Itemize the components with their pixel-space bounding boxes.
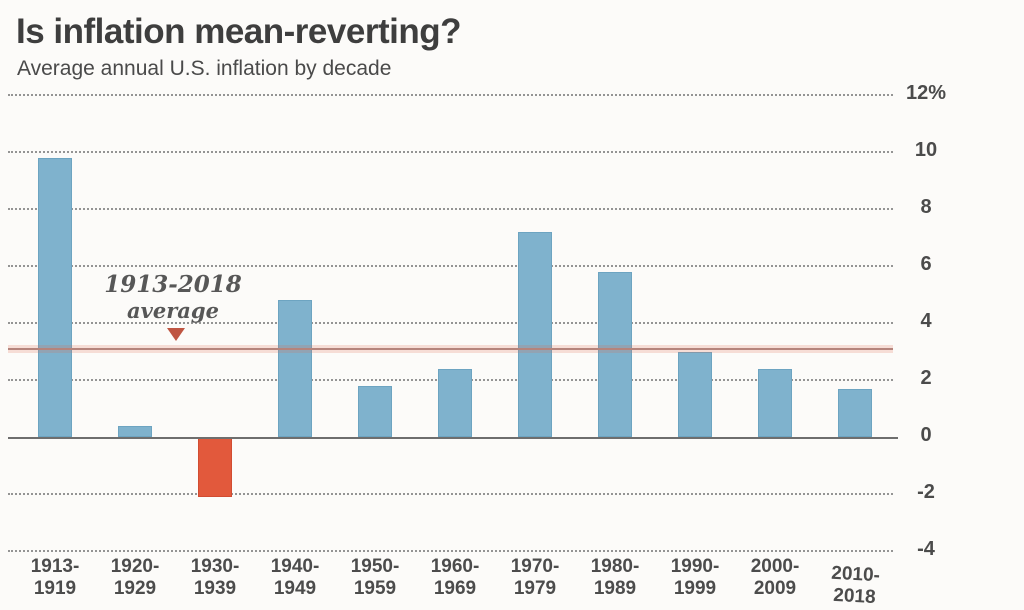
bar — [518, 231, 552, 437]
x-tick-label: 2000- 2009 — [750, 556, 800, 599]
bar — [358, 385, 392, 437]
y-tick-label: 2 — [920, 367, 932, 389]
average-annotation: 1913-2018 average — [98, 272, 248, 324]
y-tick-label: 0 — [920, 424, 932, 446]
bar — [438, 368, 472, 437]
x-tick-label: 1970- 1979 — [510, 556, 560, 599]
bar — [838, 388, 872, 437]
x-tick-label: 1950- 1959 — [350, 556, 400, 599]
y-tick-label: 4 — [920, 310, 932, 332]
gridline — [8, 151, 893, 153]
y-tick-label: -4 — [917, 538, 935, 560]
gridline — [8, 322, 893, 324]
average-annotation-range: 1913-2018 — [104, 271, 242, 298]
bar — [278, 300, 312, 437]
x-tick-label: 1930- 1939 — [190, 556, 240, 599]
bar — [678, 351, 712, 437]
bar — [598, 271, 632, 437]
bar — [38, 157, 72, 437]
chart-title: Is inflation mean-reverting? — [16, 12, 461, 51]
gridline — [8, 265, 893, 267]
y-tick-label: 8 — [920, 196, 932, 218]
bar — [758, 368, 792, 437]
gridline — [8, 208, 893, 210]
gridline — [8, 94, 893, 96]
x-tick-label: 1920- 1929 — [110, 556, 160, 599]
x-tick-label: 1960- 1969 — [430, 556, 480, 599]
y-tick-label: 12% — [905, 82, 947, 104]
y-tick-label: -2 — [917, 481, 935, 503]
x-tick-label: 1990- 1999 — [670, 556, 720, 599]
gridline — [8, 550, 893, 552]
y-tick-label: 6 — [920, 253, 932, 275]
x-tick-label: 1980- 1989 — [590, 556, 640, 599]
average-annotation-word: average — [127, 298, 219, 323]
average-marker-arrow-icon — [167, 328, 185, 341]
chart-subtitle: Average annual U.S. inflation by decade — [17, 57, 392, 80]
x-tick-label: 1940- 1949 — [270, 556, 320, 599]
bar — [198, 437, 232, 497]
x-axis-zero-line — [8, 437, 898, 439]
bar — [118, 425, 152, 437]
y-tick-label: 10 — [914, 139, 938, 161]
gridline — [8, 493, 893, 495]
average-line — [8, 347, 893, 350]
x-tick-label: 2010- 2018 — [830, 562, 881, 609]
x-tick-label: 1913- 1919 — [30, 556, 80, 599]
